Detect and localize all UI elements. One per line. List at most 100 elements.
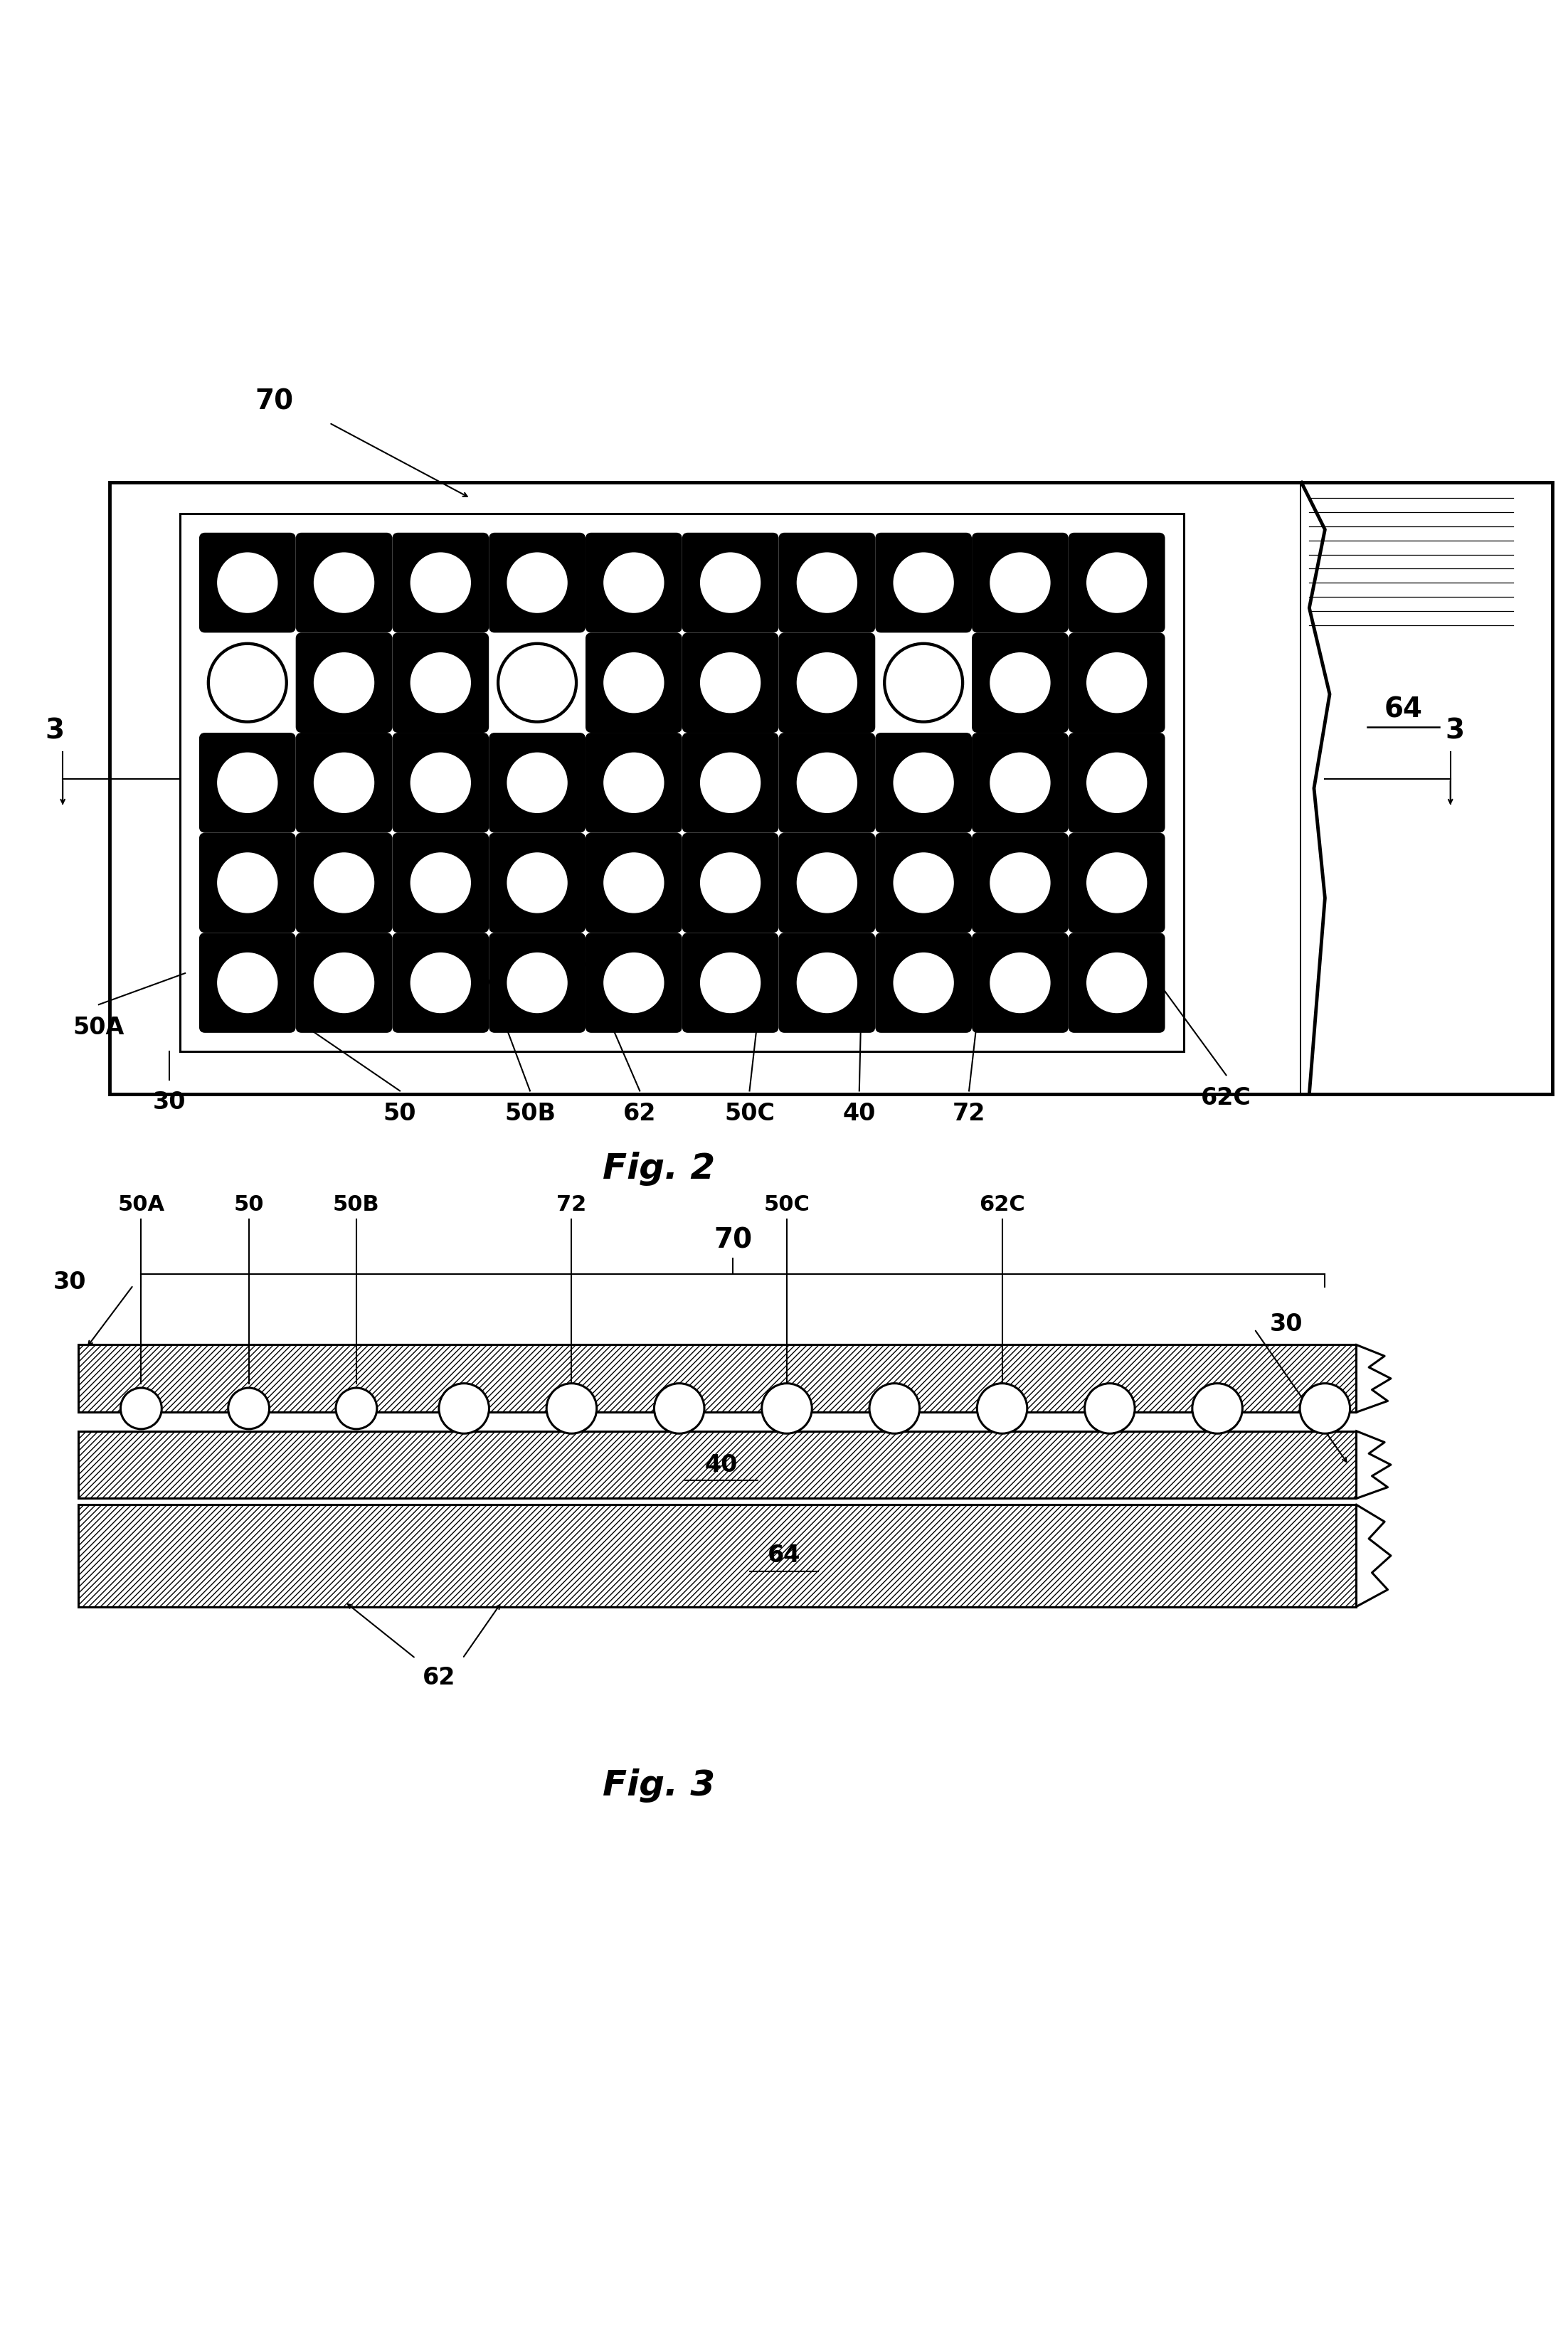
Text: 72: 72 <box>952 1102 986 1125</box>
Circle shape <box>409 552 472 615</box>
Circle shape <box>762 1383 812 1435</box>
Text: 50C: 50C <box>724 1102 775 1125</box>
Text: 50B: 50B <box>332 1195 379 1216</box>
Circle shape <box>884 643 963 722</box>
FancyBboxPatch shape <box>489 734 585 831</box>
Circle shape <box>312 552 375 615</box>
FancyBboxPatch shape <box>972 633 1068 731</box>
Circle shape <box>506 752 569 815</box>
Text: 40: 40 <box>842 1102 877 1125</box>
FancyBboxPatch shape <box>296 934 392 1032</box>
FancyBboxPatch shape <box>201 533 295 631</box>
Circle shape <box>795 852 858 915</box>
Circle shape <box>1085 552 1148 615</box>
Circle shape <box>1192 1383 1242 1435</box>
Text: 50: 50 <box>234 1195 263 1216</box>
FancyBboxPatch shape <box>972 533 1068 631</box>
FancyBboxPatch shape <box>972 934 1068 1032</box>
Text: 30: 30 <box>152 1090 187 1113</box>
FancyBboxPatch shape <box>877 734 971 831</box>
Circle shape <box>892 752 955 815</box>
Circle shape <box>989 950 1052 1013</box>
FancyBboxPatch shape <box>972 834 1068 932</box>
Text: 62: 62 <box>622 1102 657 1125</box>
FancyBboxPatch shape <box>394 834 488 932</box>
Circle shape <box>439 1383 489 1435</box>
Circle shape <box>216 852 279 915</box>
FancyBboxPatch shape <box>779 834 875 932</box>
Text: Fig. 3: Fig. 3 <box>602 1768 715 1803</box>
FancyBboxPatch shape <box>877 934 971 1032</box>
Circle shape <box>989 652 1052 715</box>
Text: 64: 64 <box>1385 696 1422 724</box>
FancyBboxPatch shape <box>779 533 875 631</box>
FancyBboxPatch shape <box>586 633 681 731</box>
FancyBboxPatch shape <box>394 734 488 831</box>
Text: 30: 30 <box>1270 1314 1303 1337</box>
Circle shape <box>312 752 375 815</box>
Circle shape <box>892 552 955 615</box>
Circle shape <box>699 552 762 615</box>
Circle shape <box>699 652 762 715</box>
Circle shape <box>602 950 665 1013</box>
Circle shape <box>1085 752 1148 815</box>
Circle shape <box>312 852 375 915</box>
FancyBboxPatch shape <box>1069 533 1163 631</box>
Circle shape <box>1085 652 1148 715</box>
Text: 3: 3 <box>45 717 64 745</box>
FancyBboxPatch shape <box>78 1344 1356 1411</box>
Circle shape <box>989 752 1052 815</box>
FancyBboxPatch shape <box>201 734 295 831</box>
Circle shape <box>216 652 279 715</box>
Text: 3: 3 <box>1446 717 1465 745</box>
Circle shape <box>547 1383 597 1435</box>
FancyBboxPatch shape <box>877 834 971 932</box>
FancyBboxPatch shape <box>877 533 971 631</box>
FancyBboxPatch shape <box>684 533 778 631</box>
Circle shape <box>989 552 1052 615</box>
FancyBboxPatch shape <box>586 934 681 1032</box>
Circle shape <box>892 852 955 915</box>
FancyBboxPatch shape <box>684 734 778 831</box>
FancyBboxPatch shape <box>296 834 392 932</box>
Circle shape <box>795 752 858 815</box>
Circle shape <box>795 950 858 1013</box>
FancyBboxPatch shape <box>489 934 585 1032</box>
Circle shape <box>892 950 955 1013</box>
Circle shape <box>602 652 665 715</box>
Circle shape <box>209 643 287 722</box>
Circle shape <box>699 752 762 815</box>
FancyBboxPatch shape <box>684 633 778 731</box>
Text: 70: 70 <box>256 389 293 415</box>
Circle shape <box>1300 1383 1350 1435</box>
Circle shape <box>336 1388 376 1430</box>
FancyBboxPatch shape <box>296 734 392 831</box>
Circle shape <box>892 652 955 715</box>
Circle shape <box>989 852 1052 915</box>
Text: 62C: 62C <box>1201 1085 1251 1109</box>
Circle shape <box>216 552 279 615</box>
FancyBboxPatch shape <box>394 934 488 1032</box>
Circle shape <box>795 652 858 715</box>
FancyBboxPatch shape <box>180 515 1184 1053</box>
Circle shape <box>602 852 665 915</box>
Circle shape <box>121 1388 162 1430</box>
FancyBboxPatch shape <box>684 934 778 1032</box>
Text: 62C: 62C <box>978 1195 1025 1216</box>
FancyBboxPatch shape <box>1069 633 1163 731</box>
FancyBboxPatch shape <box>1301 482 1552 1095</box>
FancyBboxPatch shape <box>1069 934 1163 1032</box>
Circle shape <box>1085 852 1148 915</box>
Circle shape <box>506 852 569 915</box>
FancyBboxPatch shape <box>972 734 1068 831</box>
FancyBboxPatch shape <box>78 1430 1356 1498</box>
Text: 64: 64 <box>767 1544 801 1567</box>
Circle shape <box>699 852 762 915</box>
Circle shape <box>506 652 569 715</box>
Circle shape <box>977 1383 1027 1435</box>
FancyBboxPatch shape <box>78 1505 1356 1607</box>
FancyBboxPatch shape <box>489 533 585 631</box>
Circle shape <box>654 1383 704 1435</box>
Text: 30: 30 <box>53 1269 86 1295</box>
Circle shape <box>409 752 472 815</box>
